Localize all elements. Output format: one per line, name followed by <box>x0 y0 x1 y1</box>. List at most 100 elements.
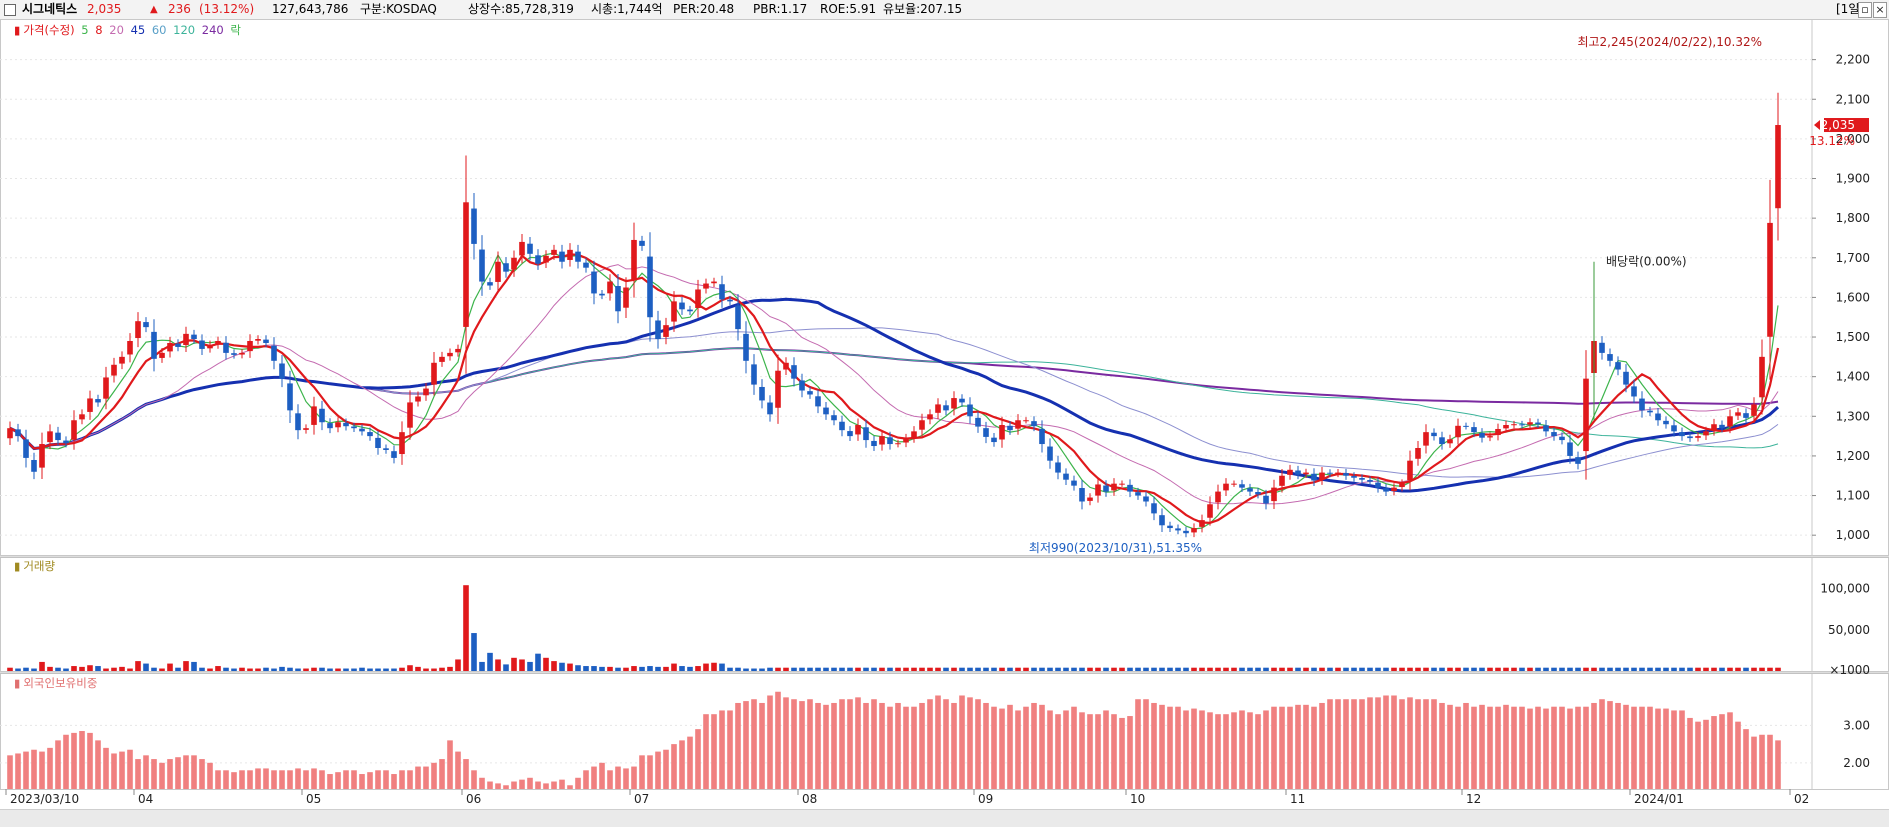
foreign-bar <box>919 702 925 789</box>
candle-body <box>1647 410 1653 413</box>
x-tick-label: 2024/01 <box>1634 792 1684 806</box>
candle-body <box>1143 496 1149 502</box>
maximize-icon[interactable]: ▫ <box>1858 2 1872 18</box>
volume-bar <box>1103 667 1109 671</box>
candle-body <box>863 427 869 441</box>
candle-body <box>1359 478 1365 480</box>
candle-body <box>775 370 781 408</box>
foreign-bar <box>1223 714 1229 789</box>
period-selector[interactable]: [1일] <box>1836 2 1865 16</box>
volume-bar <box>1111 667 1117 671</box>
candle-body <box>1063 473 1069 480</box>
y-tick-label: 1,700 <box>1836 251 1870 265</box>
candle-body <box>1159 515 1165 526</box>
foreign-bar <box>839 699 845 789</box>
volume-bar <box>487 652 493 671</box>
volume-bar <box>1031 667 1037 671</box>
price-marker-arrow <box>1814 120 1820 131</box>
foreign-bar <box>1063 710 1069 789</box>
volume-bar <box>1759 667 1765 671</box>
foreign-bar <box>1343 699 1349 789</box>
candle-body <box>143 322 149 328</box>
foreign-bar <box>1263 710 1269 789</box>
candle-body <box>1191 528 1197 533</box>
candle-body <box>1455 425 1461 438</box>
candle-body <box>7 428 13 439</box>
close-icon[interactable]: × <box>1873 2 1887 18</box>
foreign-bar <box>111 753 117 789</box>
candle-body <box>1383 488 1389 492</box>
volume-bar <box>183 661 189 671</box>
candle-body <box>551 249 557 255</box>
candle-body <box>623 287 629 308</box>
volume-bar <box>375 668 381 671</box>
price-legend: ▮ 가격(수정) 5 8 20 45 60 120 240 락 <box>14 23 241 37</box>
panel-checkbox[interactable] <box>4 4 16 16</box>
candle-body <box>87 398 93 412</box>
foreign-bar <box>1071 706 1077 789</box>
candle-body <box>1135 492 1141 496</box>
candle-body <box>1311 473 1317 481</box>
candle-body <box>1335 472 1341 474</box>
foreign-bar <box>1359 699 1365 789</box>
foreign-bar <box>63 734 69 789</box>
candle-body <box>495 261 501 282</box>
foreign-bar <box>711 714 717 789</box>
candle-body <box>407 402 413 428</box>
candle-body <box>791 365 797 379</box>
candle-body <box>535 255 541 264</box>
foreign-bar <box>1639 706 1645 789</box>
candle-body <box>927 414 933 420</box>
market-type: 구분:KOSDAQ <box>360 2 437 16</box>
candle-body <box>1199 520 1205 527</box>
foreign-bar <box>327 774 333 789</box>
legend-price-label: 가격(수정) <box>23 23 75 37</box>
candle-body <box>1703 431 1709 436</box>
x-tick-label: 04 <box>138 792 153 806</box>
volume-bar <box>583 666 589 671</box>
volume-bar <box>215 666 221 671</box>
foreign-bar <box>1527 708 1533 789</box>
foreign-bar <box>671 744 677 789</box>
candle-body <box>255 339 261 341</box>
horizontal-scrollbar[interactable] <box>0 809 1889 827</box>
volume-bar <box>1623 667 1629 671</box>
foreign-bar <box>959 695 965 789</box>
volume-bar <box>911 667 917 671</box>
candle-body <box>1239 484 1245 488</box>
candle-body <box>1279 475 1285 486</box>
foreign-bar <box>775 691 781 789</box>
x-tick-label: 10 <box>1130 792 1145 806</box>
volume-bar <box>527 661 533 671</box>
foreign-bar <box>687 736 693 789</box>
candle-body <box>303 428 309 430</box>
foreign-bar <box>1239 710 1245 789</box>
volume-bar <box>471 633 477 671</box>
candle-body <box>183 333 189 345</box>
foreign-bar <box>1351 699 1357 789</box>
foreign-bar <box>599 762 605 789</box>
foreign-bar <box>879 702 885 789</box>
candle-body <box>855 425 861 435</box>
candle-body <box>1655 413 1661 421</box>
candle-body <box>1623 371 1629 385</box>
ma-5-line <box>9 252 1779 530</box>
candle-body <box>271 345 277 361</box>
volume-bar <box>23 667 29 671</box>
foreign-bar <box>663 749 669 789</box>
volume-bar <box>799 667 805 671</box>
candle-body <box>191 334 197 340</box>
candle-body <box>207 344 213 349</box>
volume-bar <box>1087 667 1093 671</box>
foreign-bar <box>487 781 493 789</box>
quote-header: 시그네틱스 2,035 ▲ 236 (13.12%) 127,643,786 구… <box>0 0 1889 20</box>
candle-body <box>959 398 965 403</box>
candle-body <box>719 284 725 300</box>
volume-bar <box>1431 667 1437 671</box>
volume-bar <box>655 666 661 671</box>
volume-bar <box>175 667 181 671</box>
foreign-bar <box>1319 702 1325 789</box>
volume-bar <box>1615 667 1621 671</box>
candle-body <box>415 396 421 402</box>
